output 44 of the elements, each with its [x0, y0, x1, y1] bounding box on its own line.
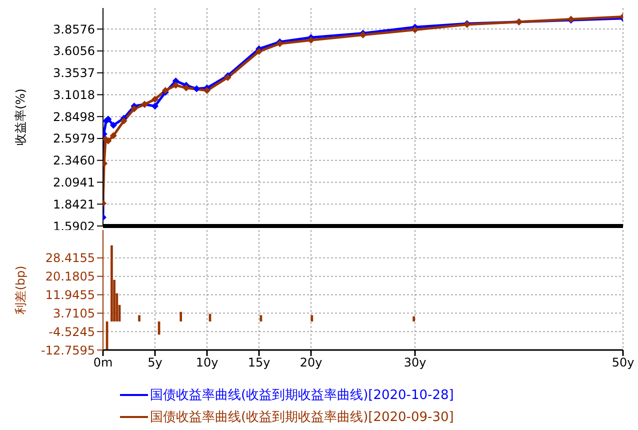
y-tick-label: 28.4155: [45, 251, 95, 266]
y-tick-label: 1.8421: [53, 197, 95, 212]
point: [172, 82, 180, 89]
x-tick-label: 0m: [93, 356, 113, 370]
x-tick-label: 10y: [196, 356, 218, 370]
point: [120, 117, 128, 124]
y-tick-label: 2.3460: [53, 154, 95, 168]
point: [152, 102, 158, 110]
point: [204, 87, 210, 94]
point: [308, 36, 314, 44]
bar: [310, 315, 314, 322]
x-tick-label: 15y: [248, 356, 270, 370]
y-tick-label: 2.0941: [53, 175, 95, 190]
bar: [180, 312, 182, 322]
point: [152, 96, 158, 103]
y-tick-label: 3.1018: [53, 88, 95, 102]
point: [193, 85, 200, 92]
y-tick-label: 2.5979: [53, 132, 95, 146]
y-tick-label: 3.3537: [53, 66, 95, 80]
y-tick-label: -12.7595: [41, 343, 95, 358]
x-tick-label: 5y: [148, 356, 162, 370]
y-tick-label: 3.8576: [53, 22, 95, 36]
x-tick-label: 30y: [404, 356, 426, 370]
y-axis-title: 利差(bp): [13, 266, 28, 314]
point: [256, 48, 262, 55]
point: [182, 84, 190, 92]
point: [412, 26, 418, 34]
bar: [138, 315, 140, 322]
y-tick-label: -4.5245: [48, 324, 95, 339]
point: [110, 122, 117, 129]
y-tick-label: 3.7105: [53, 306, 95, 320]
y-axis-title: 收益率(%): [13, 88, 28, 146]
y-tick-label: 20.1805: [45, 270, 95, 284]
y-tick-label: 2.8498: [53, 110, 95, 124]
bar: [412, 316, 415, 322]
legend-label: 国债收益率曲线(收益到期收益率曲线)[2020-10-28]: [150, 387, 454, 404]
y-tick-label: 3.6056: [53, 44, 95, 58]
y-tick-label: 11.9455: [45, 288, 95, 302]
x-tick-label: 50y: [612, 356, 634, 370]
bar: [110, 245, 113, 322]
x-tick-label: 20y: [300, 356, 322, 370]
legend-label: 国债收益率曲线(收益到期收益率曲线)[2020-09-30]: [150, 409, 454, 426]
point: [130, 105, 138, 112]
point: [110, 132, 117, 140]
